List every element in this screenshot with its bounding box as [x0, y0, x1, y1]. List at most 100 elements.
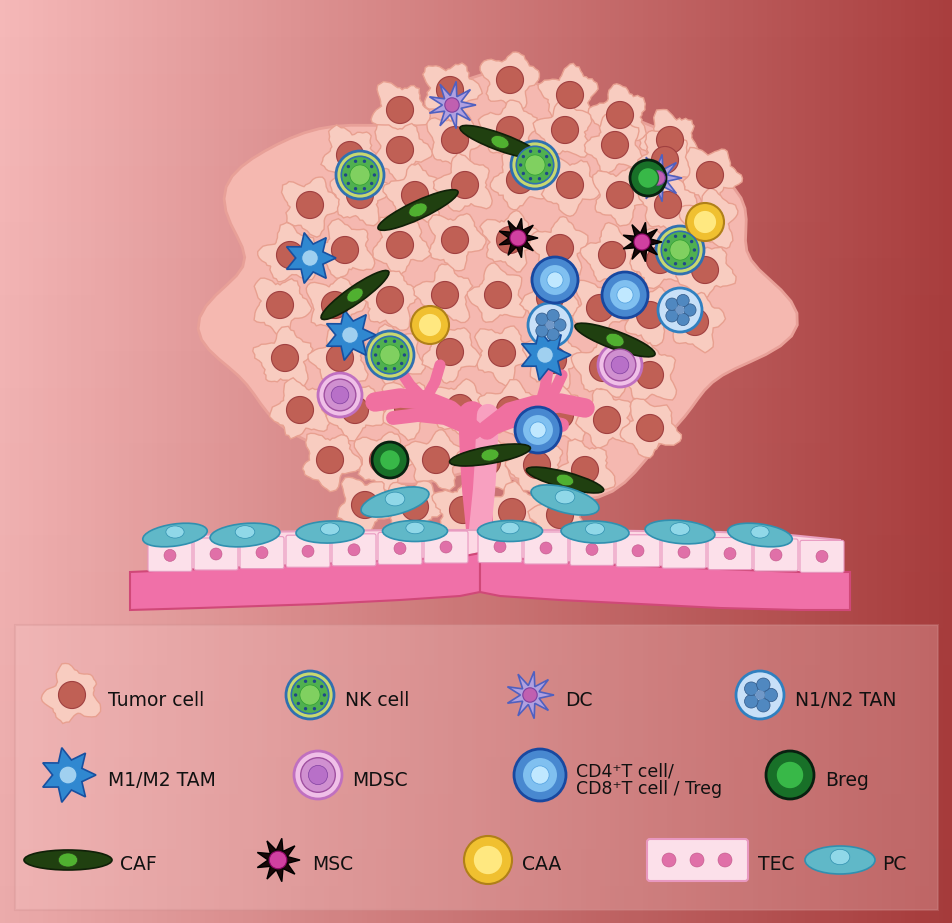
FancyBboxPatch shape — [286, 535, 329, 568]
Circle shape — [669, 240, 689, 260]
Polygon shape — [300, 0, 305, 923]
Polygon shape — [795, 0, 800, 923]
Circle shape — [692, 248, 695, 252]
Polygon shape — [269, 378, 329, 439]
Circle shape — [376, 286, 403, 314]
Polygon shape — [900, 0, 904, 923]
Circle shape — [815, 550, 827, 562]
Polygon shape — [362, 0, 367, 923]
Polygon shape — [186, 0, 190, 923]
Circle shape — [451, 172, 478, 198]
Polygon shape — [152, 0, 157, 923]
Polygon shape — [354, 432, 414, 491]
Circle shape — [353, 160, 357, 163]
Circle shape — [556, 81, 583, 109]
Circle shape — [545, 320, 554, 330]
Circle shape — [431, 282, 458, 308]
Circle shape — [394, 394, 421, 422]
Polygon shape — [800, 0, 804, 923]
Polygon shape — [390, 0, 395, 923]
FancyBboxPatch shape — [569, 533, 613, 566]
Polygon shape — [0, 738, 952, 757]
Circle shape — [446, 394, 473, 422]
Circle shape — [605, 102, 633, 128]
Circle shape — [765, 751, 813, 799]
FancyBboxPatch shape — [478, 531, 522, 563]
Circle shape — [605, 182, 633, 209]
Circle shape — [321, 292, 348, 318]
Polygon shape — [524, 0, 528, 923]
Circle shape — [267, 292, 293, 318]
Polygon shape — [480, 52, 539, 111]
Circle shape — [300, 685, 320, 705]
Polygon shape — [505, 433, 565, 492]
Text: CD8⁺T cell / Treg: CD8⁺T cell / Treg — [575, 780, 722, 798]
Polygon shape — [321, 125, 380, 186]
Circle shape — [677, 546, 689, 558]
Polygon shape — [866, 0, 871, 923]
Polygon shape — [628, 0, 633, 923]
Circle shape — [530, 766, 548, 785]
Polygon shape — [928, 0, 933, 923]
Ellipse shape — [460, 126, 540, 159]
Circle shape — [59, 766, 77, 784]
Polygon shape — [499, 219, 538, 258]
Polygon shape — [895, 0, 900, 923]
Polygon shape — [477, 379, 538, 439]
Circle shape — [312, 679, 316, 683]
Circle shape — [665, 298, 678, 310]
FancyBboxPatch shape — [194, 538, 238, 570]
Polygon shape — [584, 114, 644, 174]
Polygon shape — [570, 338, 630, 398]
Circle shape — [571, 457, 598, 484]
Polygon shape — [666, 0, 671, 923]
Circle shape — [418, 313, 442, 337]
Polygon shape — [637, 175, 697, 237]
Ellipse shape — [321, 270, 388, 319]
Polygon shape — [572, 281, 631, 340]
Polygon shape — [233, 0, 238, 923]
Polygon shape — [333, 0, 338, 923]
Polygon shape — [0, 646, 952, 665]
Polygon shape — [0, 591, 952, 609]
Polygon shape — [0, 849, 952, 868]
Polygon shape — [43, 0, 48, 923]
Circle shape — [384, 340, 387, 343]
Circle shape — [400, 345, 403, 348]
Circle shape — [546, 309, 559, 322]
Text: CAF: CAF — [120, 856, 156, 874]
Circle shape — [349, 165, 369, 186]
Circle shape — [545, 402, 573, 428]
Polygon shape — [724, 0, 728, 923]
Polygon shape — [357, 0, 362, 923]
Polygon shape — [505, 0, 509, 923]
Circle shape — [387, 97, 413, 124]
Polygon shape — [620, 399, 681, 458]
Circle shape — [209, 548, 222, 560]
Circle shape — [293, 751, 342, 799]
Circle shape — [445, 98, 459, 113]
Polygon shape — [452, 0, 457, 923]
Polygon shape — [309, 0, 314, 923]
Polygon shape — [466, 263, 526, 322]
Polygon shape — [281, 0, 286, 923]
Polygon shape — [224, 0, 228, 923]
Polygon shape — [248, 0, 252, 923]
Polygon shape — [675, 241, 735, 300]
Circle shape — [336, 141, 363, 169]
Circle shape — [535, 313, 547, 325]
Circle shape — [666, 240, 669, 244]
Polygon shape — [395, 0, 400, 923]
Ellipse shape — [449, 444, 530, 466]
Circle shape — [353, 187, 357, 190]
Circle shape — [296, 685, 300, 689]
Polygon shape — [262, 0, 267, 923]
FancyBboxPatch shape — [524, 532, 567, 564]
Circle shape — [256, 546, 268, 558]
Text: DC: DC — [565, 690, 592, 710]
Circle shape — [519, 163, 522, 167]
Circle shape — [522, 757, 557, 793]
Circle shape — [271, 344, 298, 372]
Circle shape — [320, 701, 323, 705]
Polygon shape — [52, 0, 57, 923]
